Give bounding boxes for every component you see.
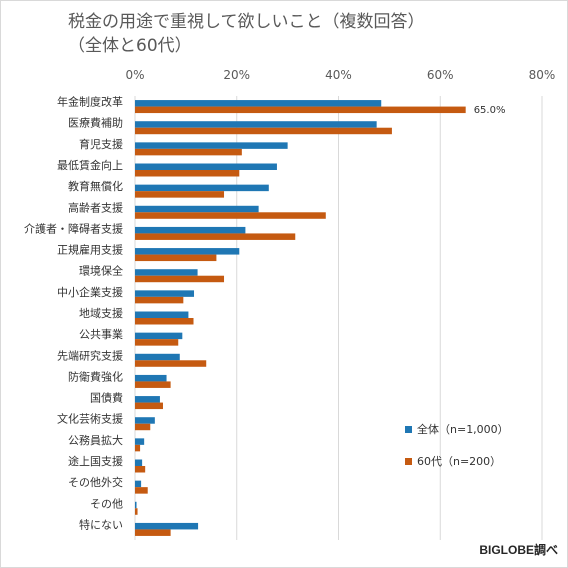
bar — [135, 100, 382, 107]
bar — [135, 233, 296, 240]
category-label: 医療費補助 — [68, 116, 123, 130]
bar — [135, 290, 195, 297]
bar — [135, 339, 179, 346]
bar — [135, 438, 145, 445]
x-tick-label: 60% — [427, 68, 454, 82]
category-label: 環境保全 — [79, 264, 123, 278]
category-label: 国債費 — [90, 391, 123, 405]
category-label: 育児支援 — [79, 137, 123, 151]
bar — [135, 360, 207, 367]
category-label: 先端研究支援 — [57, 348, 123, 362]
bar — [135, 142, 288, 149]
chart-title-line-1: 税金の用途で重視して欲しいこと（複数回答） — [68, 12, 425, 32]
bar — [135, 487, 148, 494]
bar — [135, 318, 194, 325]
bar — [135, 501, 137, 509]
category-labels: 年金制度改革医療費補助育児支援最低賃金向上教育無償化高齢者支援介護者・障碍者支援… — [24, 95, 123, 532]
category-label: 高齢者支援 — [68, 200, 123, 214]
category-label: 介護者・障碍者支援 — [24, 221, 123, 235]
data-label: 65.0% — [474, 105, 506, 116]
legend-swatch — [405, 426, 412, 433]
bar — [135, 459, 143, 466]
bar — [135, 106, 466, 114]
data-labels: 65.0% — [474, 105, 506, 116]
bar — [135, 381, 171, 388]
x-axis-ticks: 0% 20% 40% 60% 80% — [125, 68, 555, 82]
bar — [135, 191, 225, 198]
bar — [135, 170, 240, 177]
bar — [135, 423, 151, 431]
bar — [135, 444, 141, 452]
source-credit: BIGLOBE調べ — [479, 543, 558, 557]
chart-title-line-2: （全体と60代） — [68, 36, 192, 56]
x-tick-label: 80% — [529, 68, 556, 82]
bar — [135, 248, 240, 255]
bar — [135, 269, 198, 276]
category-label: 途上国支援 — [68, 454, 123, 468]
category-label: 教育無償化 — [68, 179, 123, 193]
bar — [135, 254, 217, 262]
bar — [135, 353, 180, 361]
bar — [135, 417, 155, 424]
category-label: 中小企業支援 — [57, 285, 123, 299]
bar — [135, 332, 183, 340]
legend-swatch — [405, 458, 412, 465]
legend-label: 全体（n=1,000） — [417, 422, 509, 436]
x-tick-label: 20% — [223, 68, 250, 82]
bar — [135, 466, 146, 473]
bar — [135, 480, 142, 488]
bar — [135, 226, 246, 234]
category-label: 公務員拡大 — [68, 433, 123, 447]
category-label: その他 — [90, 497, 123, 510]
bar — [135, 374, 167, 382]
category-label: 最低賃金向上 — [57, 158, 123, 172]
bar — [135, 163, 277, 170]
category-label: 地域支援 — [79, 306, 123, 320]
bar — [135, 522, 199, 530]
bars — [135, 100, 466, 536]
category-label: 年金制度改革 — [57, 95, 123, 109]
bar — [135, 212, 326, 219]
bar — [135, 205, 259, 213]
bar — [135, 184, 269, 192]
category-label: その他外交 — [68, 475, 123, 489]
bar — [135, 148, 242, 156]
bar — [135, 121, 377, 128]
bar — [135, 529, 171, 536]
bar — [135, 508, 138, 515]
category-label: 文化芸術支援 — [57, 412, 123, 426]
x-tick-label: 40% — [325, 68, 352, 82]
category-label: 公共事業 — [79, 328, 123, 341]
bar — [135, 127, 392, 135]
legend: 全体（n=1,000） 60代（n=200） — [405, 422, 509, 468]
category-label: 特にない — [79, 517, 123, 531]
x-tick-label: 0% — [125, 68, 144, 82]
category-label: 正規雇用支援 — [57, 243, 123, 257]
chart-title: 税金の用途で重視して欲しいこと（複数回答） （全体と60代） — [68, 10, 425, 58]
bar — [135, 275, 225, 283]
bar — [135, 311, 189, 318]
grid-lines — [134, 96, 543, 540]
category-label: 防衛費強化 — [68, 369, 123, 383]
bar — [135, 296, 184, 304]
legend-label: 60代（n=200） — [417, 455, 501, 468]
bar — [135, 402, 163, 410]
bar — [135, 396, 160, 403]
